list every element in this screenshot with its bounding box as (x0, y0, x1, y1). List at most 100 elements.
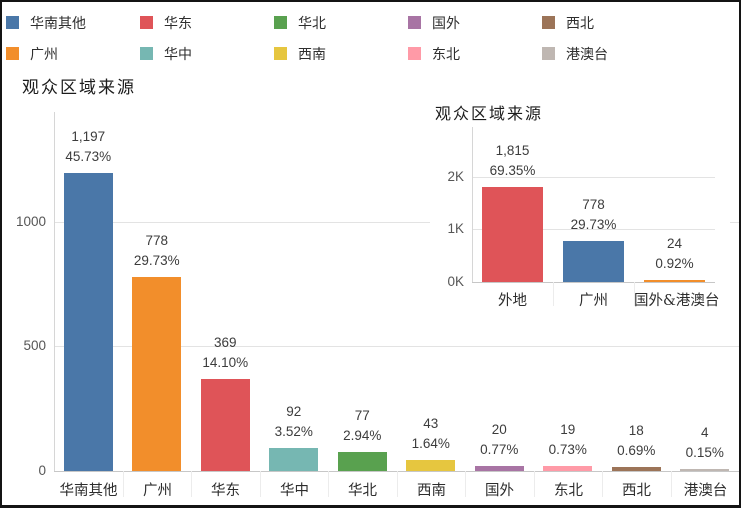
bar[interactable] (132, 277, 181, 471)
bar-percent-label: 69.35% (489, 163, 536, 178)
column-separator (465, 471, 466, 497)
legend-swatch-icon (542, 16, 555, 29)
bar-value-label: 778 29.73% (571, 195, 617, 235)
inset-chart-plot: 0K 1K 2K 1,815 69.35% 外地 778 29.73% 广州 24 0.92% 国外&… (447, 127, 719, 309)
legend-item-label: 华中 (164, 46, 192, 63)
bar-value-label: 4 0.15% (686, 423, 724, 463)
bar-count-label: 778 (145, 233, 169, 248)
bar[interactable] (475, 466, 524, 471)
column-separator (397, 471, 398, 497)
main-chart-plot: 0 500 1000 1,197 45.73% 华南其他 778 29.73% 广州 369 14.… (16, 112, 739, 499)
y-tick-label: 1K (447, 221, 464, 236)
x-category-label: 华北 (348, 483, 377, 499)
bar-count-label: 19 (560, 422, 576, 437)
bar-percent-label: 14.10% (202, 355, 249, 370)
bar-count-label: 20 (491, 422, 507, 437)
y-tick-label: 2K (447, 169, 464, 184)
legend-item[interactable]: 华南其他 (6, 7, 140, 38)
x-axis-line (472, 282, 715, 283)
bar-value-label: 19 0.73% (549, 420, 587, 460)
column-separator (260, 471, 261, 497)
bar-percent-label: 29.73% (133, 253, 180, 268)
x-category-label: 广州 (579, 293, 608, 309)
gridline (54, 222, 739, 223)
bar-value-label: 1,197 45.73% (65, 127, 111, 167)
legend-item[interactable]: 广州 (6, 38, 140, 69)
y-axis-line (472, 127, 473, 282)
column-separator (553, 282, 554, 306)
x-category-label: 国外&港澳台 (634, 293, 720, 309)
bar[interactable] (338, 452, 387, 471)
column-separator (671, 471, 672, 497)
legend-item[interactable]: 西南 (274, 38, 408, 69)
inset-chart-title: 观众区域来源 (435, 104, 544, 123)
column-separator (123, 471, 124, 497)
bar-count-label: 1,815 (495, 143, 530, 158)
legend-swatch-icon (542, 47, 555, 60)
legend-swatch-icon (274, 47, 287, 60)
bar-count-label: 92 (286, 404, 302, 419)
legend-item[interactable]: 东北 (408, 38, 542, 69)
x-category-label: 东北 (554, 483, 583, 499)
column-separator (602, 471, 603, 497)
gridline (472, 229, 715, 230)
bar-percent-label: 0.73% (548, 442, 587, 457)
bar[interactable] (563, 241, 624, 282)
bar[interactable] (612, 467, 661, 471)
legend-swatch-icon (408, 16, 421, 29)
bar[interactable] (482, 187, 543, 282)
bar[interactable] (406, 460, 455, 471)
bar-value-label: 778 29.73% (134, 231, 180, 271)
x-category-label: 西北 (622, 483, 651, 499)
y-tick-label: 1000 (15, 214, 46, 229)
legend-item[interactable]: 华中 (140, 38, 274, 69)
x-category-label: 华东 (211, 483, 240, 499)
bar-value-label: 1,815 69.35% (490, 141, 536, 181)
bar[interactable] (269, 448, 318, 471)
column-separator (328, 471, 329, 497)
bar-count-label: 77 (354, 408, 370, 423)
legend-item-label: 西南 (298, 46, 326, 63)
column-separator (191, 471, 192, 497)
bar-count-label: 43 (423, 416, 439, 431)
bar-count-label: 24 (666, 236, 683, 251)
legend-item-label: 东北 (432, 46, 460, 63)
legend-item-label: 华北 (298, 15, 326, 32)
legend-item[interactable]: 国外 (408, 7, 542, 38)
legend-item-label: 华东 (164, 15, 192, 32)
bar-count-label: 369 (213, 335, 237, 350)
bar-value-label: 92 3.52% (275, 402, 313, 442)
bar[interactable] (644, 280, 705, 282)
legend-item[interactable]: 港澳台 (542, 38, 676, 69)
bar-percent-label: 0.77% (480, 442, 519, 457)
bar[interactable] (543, 466, 592, 471)
legend-swatch-icon (6, 16, 19, 29)
bar[interactable] (680, 469, 729, 471)
x-category-label: 广州 (143, 483, 172, 499)
legend-item[interactable]: 华东 (140, 7, 274, 38)
bar-percent-label: 0.69% (617, 443, 656, 458)
y-axis-line (54, 112, 55, 471)
legend-item-label: 西北 (566, 15, 594, 32)
gridline (54, 346, 739, 347)
bar[interactable] (64, 173, 113, 471)
legend-item[interactable]: 华北 (274, 7, 408, 38)
x-category-label: 国外 (485, 483, 514, 499)
bar-value-label: 18 0.69% (617, 421, 655, 461)
legend-swatch-icon (140, 47, 153, 60)
bar[interactable] (201, 379, 250, 471)
gridline (472, 177, 715, 178)
legend-item-label: 国外 (432, 15, 460, 32)
bar-count-label: 778 (582, 197, 605, 212)
y-tick-label: 0K (447, 274, 464, 289)
bar-percent-label: 3.52% (274, 424, 313, 439)
legend-swatch-icon (6, 47, 19, 60)
legend-item[interactable]: 西北 (542, 7, 676, 38)
bar-percent-label: 2.94% (343, 428, 382, 443)
x-axis-line (54, 471, 739, 472)
legend-swatch-icon (140, 16, 153, 29)
x-category-label: 华中 (280, 483, 309, 499)
bar-percent-label: 0.92% (655, 256, 694, 271)
bar-value-label: 24 0.92% (655, 234, 693, 274)
